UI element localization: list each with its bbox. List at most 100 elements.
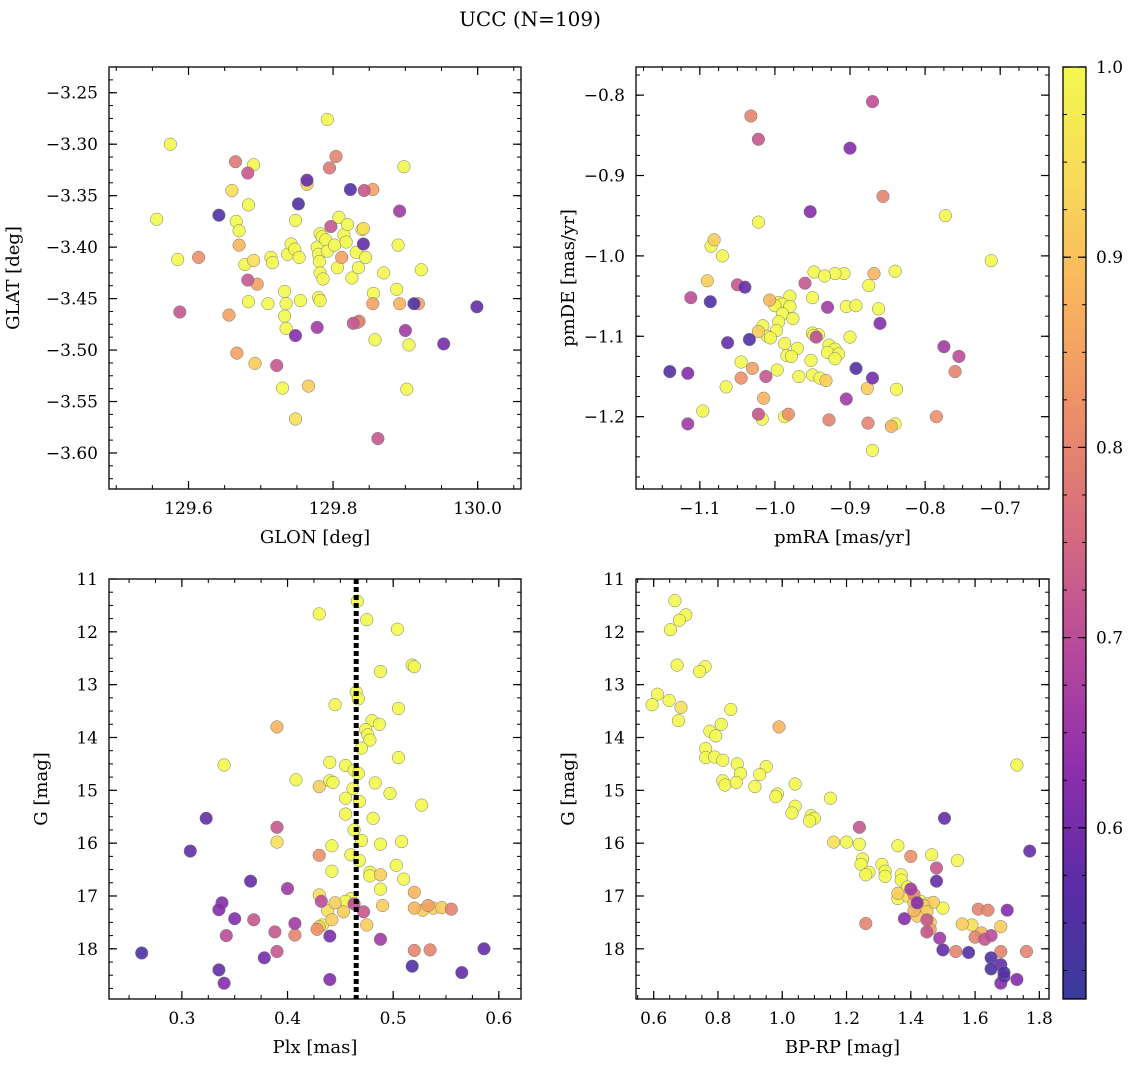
data-point — [376, 898, 390, 913]
y-tick-label: 11 — [603, 570, 625, 590]
data-point — [707, 233, 721, 247]
data-point — [336, 905, 351, 919]
x-tick-label: 0.6 — [640, 1009, 667, 1029]
data-point — [873, 316, 887, 330]
data-point — [738, 280, 752, 294]
data-point — [359, 250, 373, 264]
data-point — [345, 271, 359, 285]
data-point — [289, 773, 303, 787]
data-point — [1000, 903, 1014, 917]
y-tick-label: 16 — [603, 834, 625, 854]
data-point — [372, 717, 386, 731]
figure-title: UCC (N=109) — [459, 7, 601, 31]
data-point — [817, 269, 832, 283]
data-point — [984, 951, 998, 965]
data-point — [891, 886, 905, 900]
data-point — [407, 660, 421, 674]
data-point — [748, 780, 762, 794]
data-point — [455, 966, 469, 980]
data-point — [212, 903, 226, 917]
data-point — [865, 443, 880, 457]
data-point — [715, 249, 729, 263]
data-point — [346, 316, 360, 330]
data-point — [278, 309, 292, 323]
data-point — [397, 872, 411, 886]
data-point — [397, 160, 411, 174]
data-point — [709, 729, 723, 743]
data-point — [751, 324, 765, 339]
data-point — [803, 205, 817, 219]
data-point — [248, 356, 262, 370]
x-tick-label: 0.6 — [485, 1009, 512, 1029]
data-point — [288, 412, 303, 426]
x-axis-label: pmRA [mas/yr] — [774, 527, 911, 548]
axes-frame — [108, 578, 522, 1000]
data-point — [843, 141, 857, 155]
x-tick-label: 129.8 — [309, 499, 358, 519]
data-point — [316, 272, 330, 286]
data-point — [891, 839, 905, 853]
data-point — [288, 928, 302, 942]
data-point — [674, 700, 688, 714]
data-point — [241, 198, 256, 212]
data-point — [859, 916, 873, 931]
data-point — [950, 854, 964, 868]
data-point — [862, 279, 876, 293]
data-point — [217, 758, 231, 772]
data-point — [1010, 972, 1024, 987]
x-tick-label: −1.1 — [679, 499, 720, 519]
data-point — [339, 807, 353, 821]
data-point — [275, 381, 290, 395]
x-tick-label: 1.6 — [962, 1009, 989, 1029]
data-point — [241, 295, 256, 309]
data-point — [839, 392, 853, 406]
colorbar-tick-label: 0.8 — [1096, 438, 1123, 458]
x-tick-label: 1.4 — [897, 1009, 924, 1029]
data-point — [391, 751, 406, 765]
data-point — [1019, 944, 1034, 959]
data-point — [984, 962, 998, 976]
data-point — [828, 352, 842, 366]
colorbar-tick-label: 0.7 — [1096, 629, 1123, 649]
data-point — [219, 929, 233, 943]
x-tick-label: −0.8 — [904, 499, 945, 519]
data-point — [278, 284, 292, 298]
data-point — [300, 173, 314, 187]
data-point — [327, 238, 342, 252]
data-point — [366, 811, 380, 825]
x-axis-label: Plx [mas] — [273, 1037, 358, 1058]
y-tick-label: −3.40 — [46, 238, 98, 258]
data-point — [852, 820, 866, 834]
data-point — [729, 775, 743, 789]
colorbar-tick-label: 1.0 — [1096, 58, 1123, 78]
data-point — [1010, 758, 1024, 772]
x-tick-label: −0.9 — [829, 499, 870, 519]
data-point — [925, 848, 939, 862]
data-point — [744, 109, 758, 123]
y-axis-label: G [mag] — [558, 752, 579, 825]
data-point — [769, 790, 783, 804]
y-tick-label: −3.55 — [46, 393, 98, 413]
data-point — [351, 261, 365, 275]
data-point — [933, 931, 947, 945]
data-point — [323, 972, 337, 987]
data-point — [994, 944, 1008, 959]
data-point — [663, 623, 677, 637]
x-tick-label: 0.8 — [704, 1009, 731, 1029]
data-point — [280, 882, 295, 896]
data-point — [232, 238, 246, 252]
data-point — [920, 925, 934, 939]
data-point — [389, 858, 403, 872]
data-point — [291, 197, 305, 211]
data-point — [322, 161, 337, 175]
data-point — [671, 714, 685, 728]
data-point — [890, 382, 904, 396]
data-point — [405, 959, 419, 973]
data-point — [310, 922, 324, 936]
data-point — [270, 358, 284, 373]
data-point — [192, 250, 206, 264]
data-point — [393, 297, 407, 311]
data-point — [323, 929, 337, 943]
data-point — [265, 256, 279, 270]
data-point — [770, 363, 784, 377]
